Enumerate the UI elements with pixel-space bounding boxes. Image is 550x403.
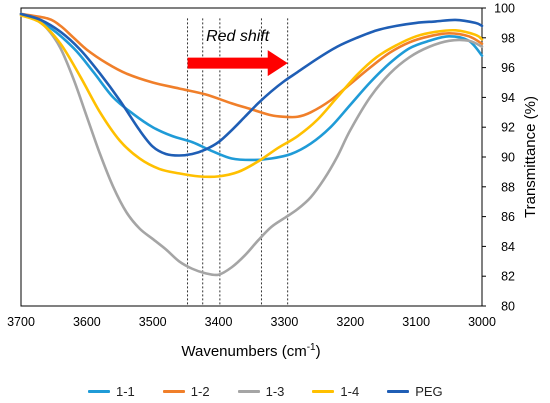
x-tick-label-3400: 3400 — [205, 315, 233, 329]
x-tick-label-3000: 3000 — [468, 315, 496, 329]
chart-legend: 1-1 1-2 1-3 1-4 PEG — [88, 383, 488, 399]
legend-label: 1-4 — [340, 383, 360, 399]
x-axis-ticks: 3700 3600 3500 3400 3300 3200 3100 3000 — [7, 315, 496, 329]
legend-item-peg: PEG — [387, 383, 443, 399]
y-tick-label-92: 92 — [501, 121, 515, 135]
x-tick-label-3600: 3600 — [73, 315, 101, 329]
x-tick-label-3100: 3100 — [402, 315, 430, 329]
y-tick-label-82: 82 — [501, 270, 515, 284]
legend-item-1-3: 1-3 — [237, 383, 285, 399]
legend-swatch — [387, 389, 410, 393]
x-tick-label-3500: 3500 — [139, 315, 167, 329]
series-line-1-2 — [19, 12, 484, 119]
y-tick-label-100: 100 — [494, 2, 515, 16]
series-line-1-3 — [19, 12, 484, 277]
y-tick-label-98: 98 — [501, 31, 515, 45]
x-tick-label-3700: 3700 — [7, 315, 35, 329]
red-shift-label: Red shift — [206, 28, 270, 45]
y-axis-ticks: 80 82 84 86 88 90 92 94 96 98 100 — [482, 2, 515, 314]
legend-label: PEG — [415, 383, 443, 399]
legend-swatch — [162, 389, 185, 393]
series-group — [19, 12, 484, 277]
y-tick-label-84: 84 — [501, 240, 515, 254]
x-axis-label: Wavenumbers (cm-1) — [181, 342, 320, 360]
series-line-1-4 — [19, 14, 484, 179]
series-line-peg — [19, 12, 484, 157]
y-tick-label-80: 80 — [501, 300, 515, 314]
x-tick-label-3300: 3300 — [271, 315, 299, 329]
y-tick-label-88: 88 — [501, 180, 515, 194]
red-shift-arrow — [187, 50, 288, 77]
y-tick-label-86: 86 — [501, 210, 515, 224]
legend-item-1-4: 1-4 — [312, 384, 359, 399]
y-tick-label-90: 90 — [501, 151, 515, 165]
legend-item-1-1: 1-1 — [88, 384, 135, 399]
legend-swatch — [312, 389, 335, 393]
legend-label: 1-3 — [265, 383, 285, 399]
y-tick-label-94: 94 — [501, 91, 515, 105]
legend-swatch — [88, 389, 110, 393]
legend-item-1-2: 1-2 — [162, 383, 210, 399]
red-shift-annotation: Red shift — [187, 28, 288, 77]
x-tick-label-3200: 3200 — [336, 315, 364, 329]
y-axis-label: Transmittance (%) — [522, 96, 539, 218]
legend-label: 1-1 — [116, 383, 135, 399]
legend-label: 1-2 — [190, 383, 210, 399]
legend-swatch — [237, 389, 260, 393]
y-tick-label-96: 96 — [501, 61, 515, 75]
